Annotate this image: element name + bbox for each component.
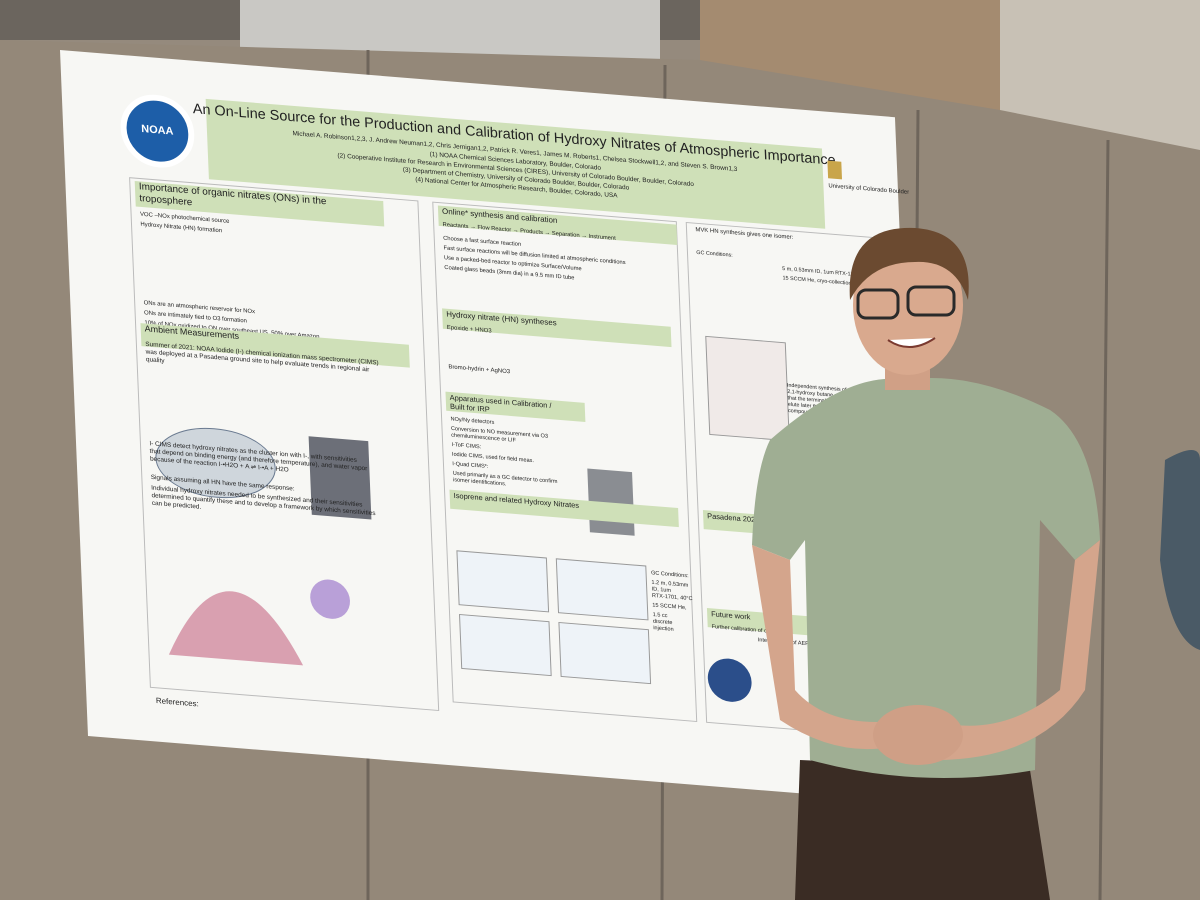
section-header-bar	[140, 323, 410, 368]
references-heading: References:	[156, 696, 199, 708]
map-figure	[155, 427, 276, 499]
signal-plot	[168, 591, 304, 666]
section-text: Bromo-hydrin + AgNO3	[448, 365, 511, 376]
section-text: 15 SCCM He,	[652, 603, 687, 612]
glasses	[856, 288, 900, 320]
hands	[873, 705, 963, 765]
panel-seam	[1098, 139, 1110, 900]
noaa-logo-text: NOAA	[141, 123, 174, 137]
hair	[849, 227, 969, 300]
instrument-photo	[308, 436, 372, 520]
aeromma-logo	[707, 658, 752, 702]
section-heading: Pasadena 2021	[707, 511, 760, 524]
section-text: I-Quad CIMS*:	[452, 461, 489, 470]
section-header-bar	[445, 391, 586, 422]
backpack	[1160, 450, 1200, 650]
right-arm	[930, 540, 1100, 760]
section-text: NOy/Ny detectors	[450, 417, 494, 426]
chromatogram	[459, 613, 552, 677]
smile	[887, 337, 936, 348]
glasses	[906, 285, 956, 317]
section-text: 1.5 cc discrete injection	[653, 612, 675, 633]
section-heading: Future work	[711, 609, 751, 621]
section-text: GC Conditions:	[651, 571, 689, 580]
cu-logo	[827, 160, 843, 180]
chromatogram	[456, 550, 550, 613]
section-header-bar	[134, 181, 385, 227]
noaa-logo	[120, 94, 195, 168]
chromatogram	[555, 558, 649, 621]
section-text: GC Conditions:	[696, 250, 733, 259]
trousers	[795, 760, 1050, 900]
chromatogram	[558, 621, 652, 685]
section-header-bar	[449, 489, 679, 528]
section-header-bar	[442, 308, 672, 348]
pie-figure	[310, 579, 350, 619]
left-arm	[752, 545, 905, 750]
section-text: 1.2 m, 0.53mm ID, 1um RTX-1701, 40°C	[651, 580, 692, 602]
title-banner	[205, 98, 826, 229]
section-text: I-ToF CIMS:	[452, 442, 482, 450]
column-frame	[129, 177, 440, 712]
section-header-bar	[437, 205, 678, 246]
column-frame	[432, 201, 698, 723]
person	[752, 227, 1100, 900]
poster: NOAA An On-Line Source for the Productio…	[60, 50, 923, 804]
section-text: Epoxide + HNO3	[447, 325, 493, 335]
gc-trace	[705, 335, 790, 442]
shirt	[752, 378, 1100, 778]
